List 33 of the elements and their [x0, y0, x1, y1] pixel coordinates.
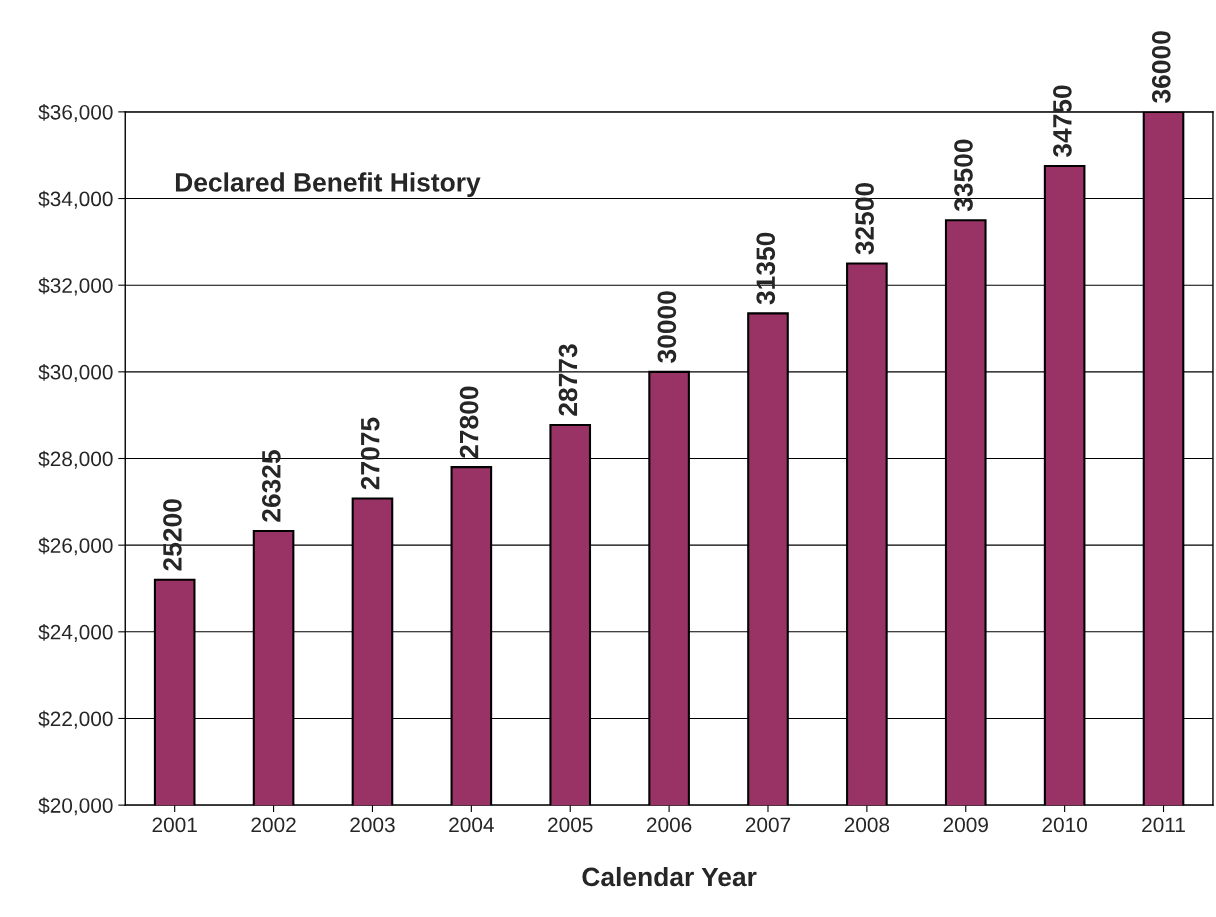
text: Declared Benefit History	[175, 172, 481, 197]
data-label: 26325	[261, 450, 281, 522]
data-label: 31350	[756, 232, 776, 305]
data-label: 34750	[1053, 85, 1072, 158]
data-label: 32500	[855, 182, 874, 255]
data-label: 27800	[459, 386, 479, 458]
x-tick-label: 2011	[1142, 817, 1185, 833]
data-label: 25200	[163, 499, 182, 571]
x-tick-label: 2010	[1042, 817, 1087, 833]
x-tick-label: 2001	[152, 817, 197, 833]
y-tick-label: $28,000	[38, 450, 113, 469]
x-tick-label: 2003	[350, 817, 395, 833]
x-tick-label: 2002	[251, 817, 296, 833]
data-label: 28773	[558, 344, 578, 416]
y-tick-label: $32,000	[38, 277, 113, 296]
x-tick-label: 2008	[844, 817, 890, 833]
y-tick-label: $26,000	[38, 537, 113, 556]
data-label: 27075	[360, 417, 380, 490]
data-label: 36000	[1151, 31, 1171, 103]
y-tick-label: $20,000	[38, 797, 113, 816]
data-label: 33500	[954, 139, 973, 212]
y-tick-label: $36,000	[38, 104, 113, 123]
x-axis-title: Calendar Year	[582, 866, 757, 887]
data-label: 30000	[657, 291, 677, 363]
y-tick-label: $30,000	[38, 363, 113, 383]
x-tick-label: 2009	[943, 817, 988, 833]
y-tick-label: $22,000	[38, 710, 113, 729]
x-tick-label: 2006	[646, 817, 692, 833]
y-tick-label: $24,000	[38, 623, 113, 643]
x-tick-label: 2004	[449, 817, 494, 833]
x-tick-label: 2005	[548, 817, 593, 833]
x-tick-label: 2007	[745, 817, 791, 833]
y-tick-label: $34,000	[38, 190, 113, 209]
